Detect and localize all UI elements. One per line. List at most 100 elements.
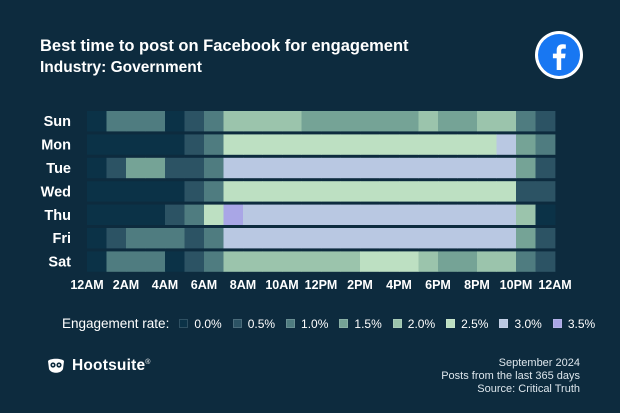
heatmap-cell: [379, 228, 400, 249]
heatmap-cell: [301, 251, 322, 272]
brand-name: Hootsuite®: [72, 357, 151, 374]
heatmap-cell: [457, 181, 478, 202]
footnote-source: Source: Critical Truth: [477, 383, 580, 395]
heatmap-cell: [340, 228, 361, 249]
heatmap-cell: [223, 228, 244, 249]
heatmap-cell: [126, 228, 146, 249]
heatmap-cell: [379, 204, 400, 225]
heatmap-cell: [262, 111, 283, 132]
heatmap-cell: [496, 204, 517, 225]
legend-swatch: [392, 319, 402, 328]
heatmap-cell: [399, 157, 419, 179]
heatmap-cell: [399, 228, 419, 249]
heatmap-cell: [262, 251, 283, 272]
heatmap-cell: [496, 181, 517, 202]
heatmap-cell: [282, 251, 302, 272]
heatmap-cell: [87, 228, 107, 249]
legend-item: 1.0%: [286, 317, 328, 331]
heatmap-cell: [516, 134, 536, 155]
heatmap-cell: [106, 134, 127, 155]
heatmap-cell: [340, 134, 361, 155]
heatmap-cell: [106, 251, 127, 272]
heatmap-cell: [243, 157, 263, 179]
heatmap-cell: [321, 228, 341, 249]
row-label-thu: Thu: [44, 208, 71, 224]
heatmap-cell: [301, 181, 322, 202]
heatmap-cell: [438, 134, 458, 155]
heatmap-cell: [535, 181, 556, 202]
heatmap-cell: [106, 157, 127, 179]
heatmap-cell: [145, 228, 166, 249]
heatmap-cell: [106, 228, 127, 249]
heatmap-cell: [184, 251, 205, 272]
heatmap-cell: [321, 251, 341, 272]
heatmap-cell: [321, 181, 341, 202]
x-tick-label: 12AM: [70, 278, 103, 292]
heatmap-cell: [282, 204, 302, 225]
heatmap-cell: [87, 134, 107, 155]
legend-swatch: [232, 319, 242, 328]
heatmap-cell: [438, 181, 458, 202]
heatmap-cell: [340, 111, 361, 132]
heatmap-cell: [477, 251, 497, 272]
x-tick-label: 10AM: [265, 278, 298, 292]
heatmap-cell: [477, 157, 497, 179]
heatmap-cell: [438, 251, 458, 272]
heatmap-cell: [106, 204, 127, 225]
legend-label: 1.5%: [354, 316, 382, 331]
heatmap-cell: [535, 134, 556, 155]
heatmap-cell: [204, 181, 224, 202]
x-tick-label: 4AM: [152, 278, 178, 292]
heatmap-cell: [457, 251, 478, 272]
heatmap-cell: [477, 134, 497, 155]
heatmap-cell: [223, 111, 244, 132]
heatmap-cell: [223, 251, 244, 272]
heatmap-cell: [360, 157, 380, 179]
heatmap-cell: [457, 157, 478, 179]
heatmap-cell: [340, 157, 361, 179]
heatmap-cell: [379, 251, 400, 272]
chart-title: Best time to post on Facebook for engage…: [40, 37, 409, 55]
heatmap-cell: [321, 134, 341, 155]
heatmap-cell: [360, 111, 380, 132]
heatmap-cell: [282, 157, 302, 179]
heatmap-cell: [340, 251, 361, 272]
heatmap-cell: [535, 228, 556, 249]
heatmap-cell: [204, 134, 224, 155]
x-tick-label: 12AM: [538, 278, 571, 292]
heatmap-cell: [145, 157, 166, 179]
heatmap-cell: [87, 251, 107, 272]
heatmap-cell: [106, 111, 127, 132]
heatmap-cell: [340, 204, 361, 225]
heatmap-cell: [223, 134, 244, 155]
legend-label: 3.0%: [514, 316, 542, 331]
heatmap-cell: [399, 181, 419, 202]
row-label-mon: Mon: [41, 138, 71, 154]
heatmap-cell: [87, 204, 107, 225]
heatmap-cell: [360, 228, 380, 249]
x-tick-label: 12PM: [305, 278, 338, 292]
heatmap-cell: [184, 134, 205, 155]
heatmap-cell: [262, 228, 283, 249]
footnote: September 2024 Posts from the last 365 d…: [441, 357, 580, 396]
legend-swatch: [286, 319, 296, 328]
heatmap-cell: [223, 204, 244, 225]
heatmap-cell: [126, 181, 146, 202]
heatmap-cell: [282, 134, 302, 155]
heatmap-cell: [477, 111, 497, 132]
heatmap-cell: [126, 111, 146, 132]
heatmap-cell: [126, 134, 146, 155]
heatmap-cell: [262, 134, 283, 155]
heatmap-cell: [223, 181, 244, 202]
heatmap-cell: [87, 111, 107, 132]
x-tick-label: 8AM: [230, 278, 256, 292]
heatmap-cell: [438, 228, 458, 249]
heatmap-cell: [438, 204, 458, 225]
row-label-sun: Sun: [44, 114, 71, 130]
heatmap-cell: [204, 204, 224, 225]
heatmap-cell: [418, 111, 439, 132]
heatmap-cell: [243, 134, 263, 155]
row-label-tue: Tue: [46, 161, 71, 177]
heatmap-cell: [516, 181, 536, 202]
heatmap-cell: [145, 111, 166, 132]
